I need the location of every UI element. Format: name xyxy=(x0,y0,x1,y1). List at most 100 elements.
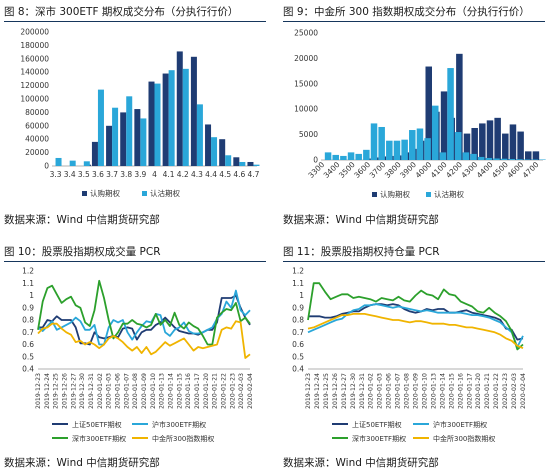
fig9-bar-put xyxy=(531,159,539,160)
fig10-xtick-label: 2020-01-23 xyxy=(229,373,236,409)
fig8-bar-put xyxy=(225,155,232,166)
fig11-xtick-label: 2020-01-16 xyxy=(457,373,464,409)
fig11-series-line xyxy=(307,313,524,350)
fig9-bar-put xyxy=(516,159,523,160)
fig9-xtick-label: 3500 xyxy=(337,160,357,180)
fig10-xtick-label: 2020-01-02 xyxy=(97,373,104,409)
fig8-ytick-label: 0 xyxy=(44,162,49,171)
fig9-bar-put xyxy=(393,140,401,160)
fig8-xtick-label: 4.7 xyxy=(247,170,259,179)
fig9-bar-call xyxy=(440,91,448,160)
fig9-legend-label: 认沽期权 xyxy=(434,189,464,199)
fig10-legend-label: 沪市300ETF期权 xyxy=(152,420,206,429)
source-note-fig9: 数据来源：Wind 中信期货研究部 xyxy=(283,214,439,226)
fig9-xtick-label: 4000 xyxy=(414,160,434,180)
fig8-bar-call xyxy=(162,73,169,166)
fig9-ytick-label: 10000 xyxy=(294,105,318,114)
fig11-xtick-label: 2019-12-26 xyxy=(332,373,339,409)
chart-fig8: 0 20000 40000 60000 80000 100000 120000 140000 1… xyxy=(20,28,259,199)
source-note-fig10: 数据来源：Wind 中信期货研究部 xyxy=(4,457,160,469)
fig8-bar-call xyxy=(176,51,183,166)
fig9-xtick-label: 3900 xyxy=(398,160,418,180)
fig10-legend-label: 深市300ETF期权 xyxy=(72,434,126,443)
fig8-bar-call xyxy=(190,56,197,166)
fig11-xtick-label: 2020-01-15 xyxy=(448,373,455,409)
fig9-bar-put xyxy=(439,152,447,160)
fig9-ytick-label: 0 xyxy=(313,156,318,165)
fig10-xtick-label: 2019-12-30 xyxy=(79,373,86,409)
fig11-xtick-label: 2020-01-14 xyxy=(439,373,446,409)
fig9-bar-put xyxy=(324,152,332,160)
fig10-series-line xyxy=(37,279,251,346)
fig9-ytick-label: 25000 xyxy=(294,29,318,38)
fig8-xtick-label: 4 xyxy=(152,170,157,179)
fig11-xtick-label: 2020-02-04 xyxy=(520,373,527,409)
fig8-bar-put xyxy=(69,160,76,166)
fig9-bar-put xyxy=(500,158,508,160)
fig10-xtick-label: 2020-01-03 xyxy=(106,373,113,409)
fig11-xtick-label: 2020-01-07 xyxy=(395,373,402,409)
source-note-fig8: 数据来源：Wind 中信期货研究部 xyxy=(4,214,160,226)
fig10-xtick-label: 2020-01-14 xyxy=(168,373,175,409)
fig9-bar-put xyxy=(447,68,454,160)
fig9-xtick-label: 4400 xyxy=(475,160,495,180)
fig9-xtick-label: 3700 xyxy=(368,160,388,180)
fig11-xtick-label: 2019-12-31 xyxy=(359,373,366,409)
fig9-bar-put xyxy=(332,154,339,160)
fig8-bar-put xyxy=(154,83,161,166)
fig8-bar-put xyxy=(83,161,90,166)
fig11-xtick-label: 2020-01-23 xyxy=(502,373,509,409)
fig11-xtick-label: 2020-01-09 xyxy=(413,373,420,409)
fig8-bar-call xyxy=(91,141,98,166)
fig8-ytick-label: 40000 xyxy=(25,135,49,144)
fig9-bar-call xyxy=(479,123,486,160)
fig8-ytick-label: 20000 xyxy=(25,148,49,157)
fig11-series-line xyxy=(307,282,524,351)
fig8-bar-put xyxy=(55,157,62,166)
fig10-ytick-label: 0.9 xyxy=(22,303,34,312)
fig11-xtick-label: 2020-01-22 xyxy=(493,373,500,409)
fig8-ytick-label: 140000 xyxy=(20,68,49,77)
fig10-xtick-label: 2020-02-04 xyxy=(247,373,254,409)
fig10-ytick-label: 0.4 xyxy=(22,365,34,374)
fig8-bar-call xyxy=(134,109,141,166)
fig9-bar-put xyxy=(340,155,347,160)
fig9-bar-put xyxy=(523,159,531,160)
fig9-xtick-label: 4600 xyxy=(505,160,525,180)
fig11-legend-label: 沪市300ETF期权 xyxy=(433,420,487,429)
fig11-legend-label: 中金所300指数期权 xyxy=(433,434,495,443)
chart-title-fig8: 图 8：深市 300ETF 期权成交分布（分执行行价） xyxy=(4,6,239,18)
fig9-bar-call xyxy=(494,117,501,160)
fig8-bar-put xyxy=(196,104,203,166)
fig9-xtick-label: 4500 xyxy=(490,160,510,180)
fig8-bar-put xyxy=(168,70,175,166)
fig9-bar-put xyxy=(378,126,385,160)
fig11-xtick-label: 2019-12-30 xyxy=(350,373,357,409)
fig8-xtick-label: 4.4 xyxy=(205,170,217,179)
fig11-xtick-label: 2019-12-25 xyxy=(323,373,330,409)
fig8-xtick-label: 3.7 xyxy=(106,170,118,179)
chart-title-fig9: 图 9：中金所 300 指数期权成交分布（分执行行价） xyxy=(283,6,530,18)
fig9-bar-put xyxy=(454,132,462,160)
fig9-bar-put xyxy=(370,123,378,160)
fig9-xtick-label: 4700 xyxy=(521,160,541,180)
fig11-legend-label: 上证50ETF期权 xyxy=(352,420,402,429)
fig8-bar-put xyxy=(112,107,119,166)
fig11-ytick-label: 0.7 xyxy=(292,328,304,337)
fig8-ytick-label: 160000 xyxy=(20,54,49,63)
fig10-xtick-label: 2020-01-16 xyxy=(185,373,192,409)
fig10-xtick-label: 2020-01-22 xyxy=(221,373,228,409)
fig10-series-line xyxy=(37,289,251,346)
fig10-xtick-label: 2020-01-15 xyxy=(176,373,183,409)
fig10-ytick-label: 0.8 xyxy=(22,316,34,325)
fig11-xtick-label: 2020-01-13 xyxy=(430,373,437,409)
fig9-xtick-label: 4100 xyxy=(429,160,449,180)
fig9-bar-call xyxy=(463,133,471,160)
fig10-ytick-label: 1 xyxy=(29,291,34,300)
fig10-xtick-label: 2019-12-24 xyxy=(44,373,51,409)
fig10-xtick-label: 2019-12-27 xyxy=(70,373,77,409)
fig11-series-line xyxy=(308,303,524,341)
fig10-xtick-label: 2020-01-07 xyxy=(123,373,130,409)
fig9-bar-put xyxy=(485,157,493,160)
fig9-bar-call xyxy=(456,53,463,160)
